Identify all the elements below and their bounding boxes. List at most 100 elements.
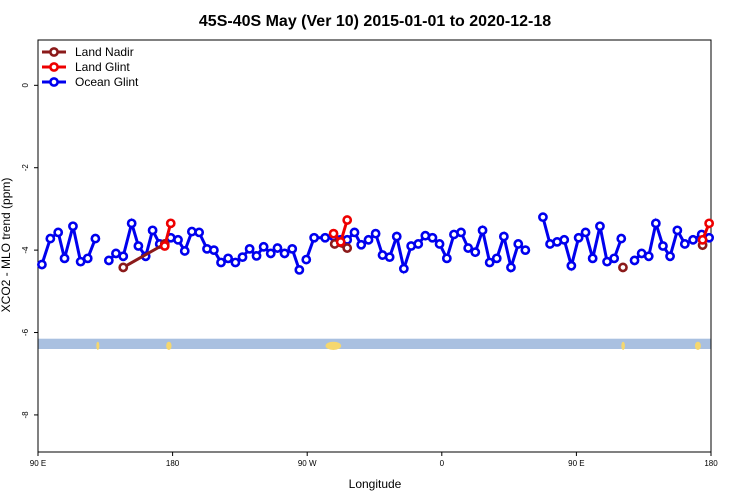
data-point bbox=[179, 246, 190, 256]
data-point bbox=[470, 247, 481, 258]
data-point bbox=[223, 253, 234, 264]
data-point bbox=[301, 254, 312, 265]
legend-item: Land Glint bbox=[42, 60, 130, 74]
land-ocean-band bbox=[38, 338, 711, 350]
x-tick-label: 0 bbox=[440, 459, 445, 468]
data-point bbox=[244, 243, 255, 254]
x-tick-label: 90 W bbox=[298, 459, 317, 468]
data-point bbox=[82, 253, 93, 264]
data-point bbox=[258, 241, 269, 252]
data-point bbox=[688, 234, 698, 245]
data-point bbox=[498, 231, 509, 242]
y-axis-label: XCO2 - MLO trend (ppm) bbox=[0, 178, 13, 313]
legend-marker bbox=[49, 62, 59, 72]
data-point bbox=[629, 255, 640, 266]
data-point bbox=[587, 253, 598, 264]
data-point bbox=[370, 228, 381, 239]
legend-label: Land Glint bbox=[75, 60, 130, 74]
data-point bbox=[580, 227, 591, 238]
legend-marker bbox=[49, 47, 59, 57]
data-point bbox=[103, 255, 114, 266]
data-point bbox=[665, 251, 675, 262]
data-point bbox=[59, 253, 70, 264]
data-point bbox=[456, 227, 466, 238]
data-point bbox=[173, 234, 183, 245]
land-patch bbox=[96, 341, 100, 350]
data-point bbox=[68, 221, 78, 232]
data-point bbox=[391, 231, 402, 242]
data-point bbox=[118, 262, 129, 273]
data-point bbox=[463, 243, 474, 253]
legend-label: Land Nadir bbox=[75, 45, 134, 59]
data-point bbox=[363, 234, 374, 245]
data-point bbox=[251, 250, 262, 261]
ocean-band bbox=[38, 338, 711, 349]
data-point bbox=[45, 233, 56, 244]
data-point bbox=[697, 234, 708, 245]
legend-item: Ocean Glint bbox=[42, 75, 139, 89]
data-point bbox=[265, 248, 276, 259]
land-patch bbox=[621, 341, 625, 350]
data-point bbox=[159, 241, 170, 251]
data-point bbox=[209, 245, 219, 256]
data-point bbox=[618, 262, 628, 273]
land-patch bbox=[166, 341, 172, 350]
data-point bbox=[704, 218, 715, 229]
data-point bbox=[294, 264, 305, 275]
data-point bbox=[279, 248, 290, 259]
data-point bbox=[441, 253, 452, 264]
data-point bbox=[126, 218, 137, 229]
plot-frame bbox=[37, 39, 712, 453]
data-point bbox=[216, 257, 226, 268]
data-point bbox=[356, 239, 367, 250]
y-tick-label: 0 bbox=[21, 83, 30, 88]
y-tick-label: -6 bbox=[21, 328, 30, 336]
x-tick-label: 90 E bbox=[30, 459, 46, 468]
data-point bbox=[559, 234, 570, 245]
data-point bbox=[609, 253, 620, 264]
data-point bbox=[165, 218, 176, 229]
x-axis-label: Longitude bbox=[349, 477, 402, 491]
data-point bbox=[672, 225, 683, 236]
y-axis: -8 -6 -4 -2 0 bbox=[21, 83, 38, 419]
data-point bbox=[595, 221, 605, 232]
data-point bbox=[349, 227, 360, 238]
data-point bbox=[230, 257, 241, 268]
data-point bbox=[650, 218, 661, 229]
series-line bbox=[122, 242, 166, 269]
y-tick-label: -8 bbox=[21, 411, 30, 419]
data-point bbox=[287, 243, 298, 254]
data-point bbox=[427, 232, 438, 243]
data-point bbox=[237, 252, 248, 263]
data-point bbox=[506, 262, 516, 273]
data-point bbox=[147, 225, 158, 236]
data-point bbox=[335, 236, 346, 247]
y-tick-label: -4 bbox=[21, 246, 30, 254]
data-point bbox=[53, 227, 64, 238]
data-point bbox=[477, 225, 488, 236]
data-point bbox=[384, 252, 395, 263]
data-point bbox=[413, 239, 424, 249]
legend-label: Ocean Glint bbox=[75, 75, 139, 89]
data-point bbox=[566, 260, 577, 271]
series-layer bbox=[37, 212, 715, 275]
data-point bbox=[679, 239, 690, 249]
data-point bbox=[520, 245, 531, 256]
data-point bbox=[272, 243, 283, 253]
data-point bbox=[309, 232, 320, 243]
data-point bbox=[616, 233, 627, 244]
series-ocean-glint bbox=[37, 212, 715, 275]
data-point bbox=[491, 253, 502, 264]
x-tick-label: 180 bbox=[704, 459, 718, 468]
data-point bbox=[320, 232, 331, 243]
land-patch bbox=[325, 341, 342, 350]
data-point bbox=[658, 241, 668, 251]
legend-item: Land Nadir bbox=[42, 45, 134, 59]
x-tick-label: 180 bbox=[166, 459, 180, 468]
data-point bbox=[90, 233, 101, 244]
data-point bbox=[434, 239, 445, 249]
data-point bbox=[573, 232, 584, 243]
data-point bbox=[513, 239, 524, 249]
